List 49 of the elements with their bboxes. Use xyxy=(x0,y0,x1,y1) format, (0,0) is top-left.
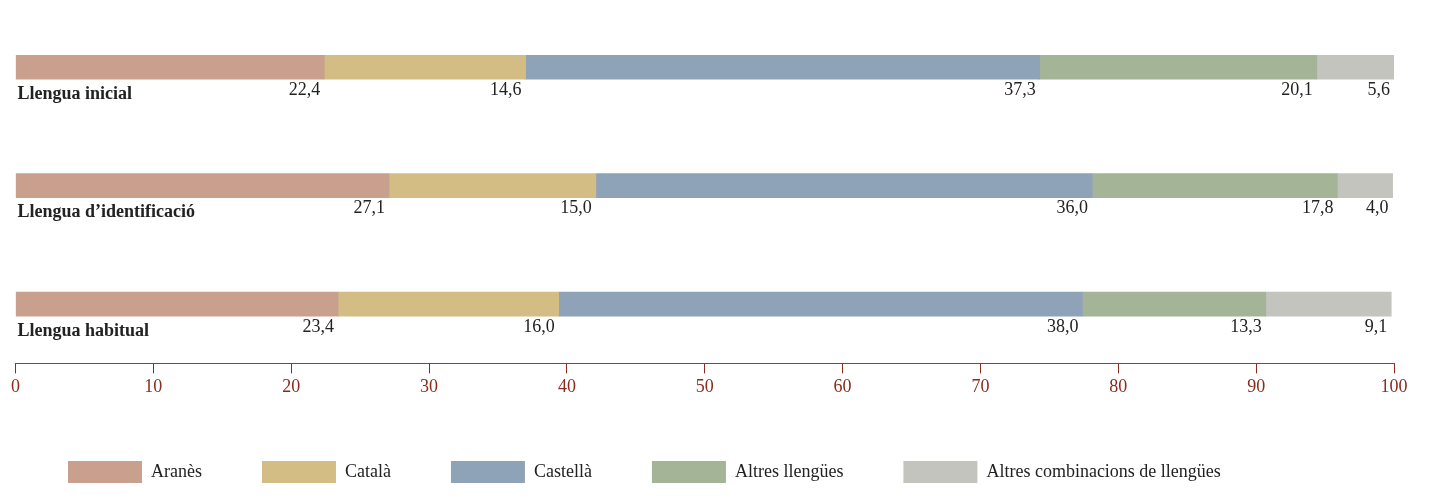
bar xyxy=(323,54,526,80)
legend-label: Altres llengües xyxy=(734,460,844,481)
x-tick-label: 10 xyxy=(144,375,163,396)
bar xyxy=(1337,173,1393,199)
bar xyxy=(15,291,339,317)
bar xyxy=(337,291,559,317)
x-tick-label: 100 xyxy=(1380,375,1408,396)
bar xyxy=(1265,291,1392,317)
bar xyxy=(595,173,1093,199)
bar xyxy=(388,173,597,199)
bar xyxy=(525,54,1041,80)
data-label: 17,8 xyxy=(1301,197,1334,218)
bar xyxy=(558,291,1083,317)
data-label: 20,1 xyxy=(1281,78,1313,99)
y-tick-label: Llengua habitual xyxy=(17,319,150,340)
bar xyxy=(15,173,390,199)
data-label: 22,4 xyxy=(288,78,321,99)
data-label: 5,6 xyxy=(1367,78,1390,99)
data-label: 15,0 xyxy=(560,197,592,218)
data-label: 14,6 xyxy=(490,78,522,99)
bar xyxy=(1039,54,1318,80)
data-label: 27,1 xyxy=(353,197,386,218)
data-label: 23,4 xyxy=(302,315,335,336)
y-tick-label: Llengua inicial xyxy=(17,82,133,103)
legend-label: Castellà xyxy=(533,460,592,481)
legend-label: Aranès xyxy=(151,460,202,481)
bar xyxy=(1082,291,1267,317)
bar xyxy=(15,54,325,80)
x-tick-label: 90 xyxy=(1247,375,1266,396)
bar xyxy=(1316,54,1394,80)
legend-label: Català xyxy=(344,460,391,481)
x-tick-label: 60 xyxy=(833,375,852,396)
data-label: 36,0 xyxy=(1056,197,1089,218)
y-tick-label: Llengua d’identificació xyxy=(17,201,196,222)
data-label: 37,3 xyxy=(1004,78,1036,99)
x-tick-label: 50 xyxy=(695,375,714,396)
legend-label: Altres combinacions de llengües xyxy=(986,460,1221,481)
data-label: 38,0 xyxy=(1046,315,1079,336)
data-label: 4,0 xyxy=(1366,197,1389,218)
x-tick-label: 0 xyxy=(11,375,20,396)
bar xyxy=(1091,173,1338,199)
x-tick-label: 20 xyxy=(282,375,301,396)
data-label: 16,0 xyxy=(523,315,555,336)
x-tick-label: 30 xyxy=(420,375,439,396)
data-label: 13,3 xyxy=(1230,315,1262,336)
x-tick-label: 80 xyxy=(1109,375,1128,396)
data-label: 9,1 xyxy=(1364,315,1388,336)
x-tick-label: 40 xyxy=(557,375,576,396)
x-tick-label: 70 xyxy=(971,375,990,396)
